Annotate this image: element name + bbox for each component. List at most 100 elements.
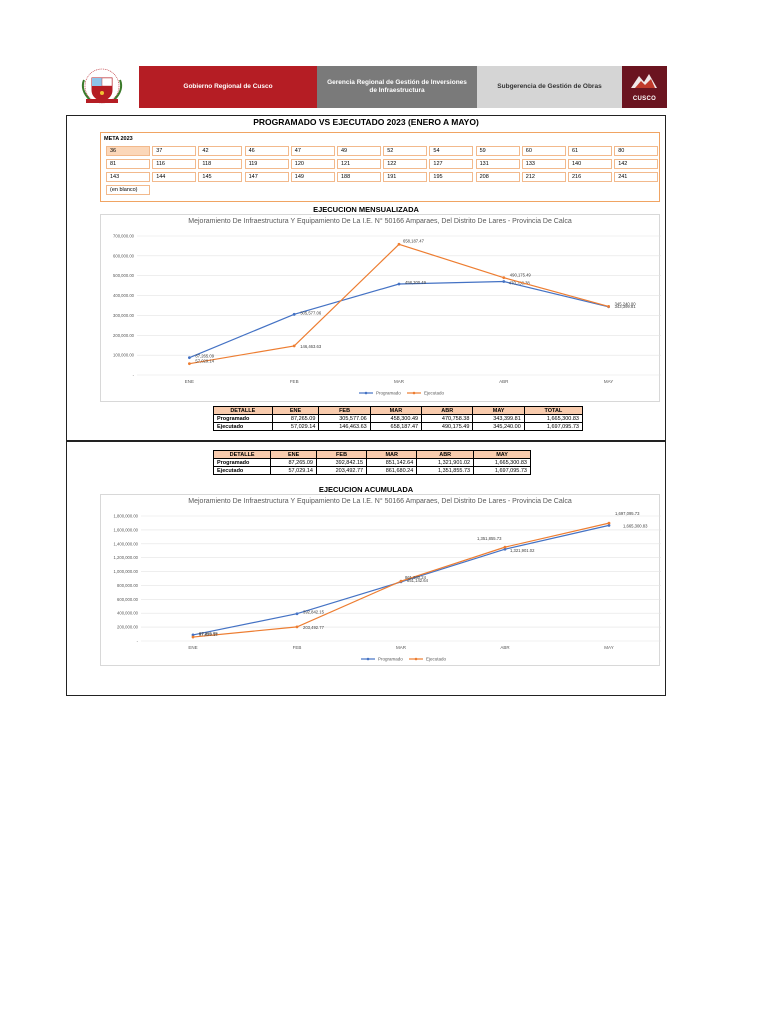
meta-item[interactable]: 188 xyxy=(337,172,381,182)
table-cell: 1,351,855.73 xyxy=(416,466,475,475)
meta-item[interactable]: 144 xyxy=(152,172,197,182)
meta-item[interactable]: 241 xyxy=(614,172,659,182)
section-heading-monthly: EJECUCION MENSUALIZADA xyxy=(313,205,419,214)
chart-title: Mejoramiento De Infraestructura Y Equipa… xyxy=(188,218,572,225)
meta-item[interactable]: 54 xyxy=(429,146,474,156)
series-line-programado xyxy=(189,280,609,359)
table-cell: 1,697,095.73 xyxy=(523,422,584,431)
meta-item[interactable]: 46 xyxy=(244,146,289,156)
meta-item[interactable]: 60 xyxy=(521,146,566,156)
meta-item[interactable]: 36 xyxy=(106,146,150,156)
table-header-cell: MAY xyxy=(473,450,531,459)
meta-item[interactable]: 80 xyxy=(614,146,659,156)
table-cell: 861,680.24 xyxy=(366,466,418,475)
x-tick-label: MAR xyxy=(394,379,405,384)
table-cell: 1,321,901.02 xyxy=(416,458,475,467)
x-tick-label: FEB xyxy=(290,379,299,384)
meta-item[interactable]: 191 xyxy=(383,172,428,182)
data-label: 146,463.63 xyxy=(300,344,322,349)
meta-item[interactable]: 122 xyxy=(383,159,428,169)
data-point xyxy=(292,312,296,316)
data-point xyxy=(191,633,195,637)
meta-item[interactable]: 127 xyxy=(429,159,474,169)
x-tick-label: MAR xyxy=(396,645,407,650)
data-label: 343,399.81 xyxy=(615,304,637,309)
table-header-cell: ENE xyxy=(271,406,320,415)
table-header-cell: MAR xyxy=(369,406,423,415)
meta-item[interactable]: 61 xyxy=(568,146,612,156)
data-point xyxy=(503,545,507,549)
meta-item[interactable]: 131 xyxy=(475,159,520,169)
header-gerencia: Gerencia Regional de Gestión de Inversio… xyxy=(317,66,477,108)
meta-item[interactable]: 81 xyxy=(106,159,150,169)
table-cell: 851,142.64 xyxy=(366,458,418,467)
meta-item[interactable]: 37 xyxy=(152,146,197,156)
meta-item[interactable]: 121 xyxy=(337,159,381,169)
meta-item[interactable]: 140 xyxy=(568,159,612,169)
chart-cumulative-svg: - 200,000.00 400,000.00 600,000.00 800,000.0… xyxy=(114,511,661,662)
table-row: Programado 87,265.09 392,842.15 851,142.64 1… xyxy=(212,458,531,467)
meta-item[interactable]: 42 xyxy=(198,146,243,156)
table-cell: 458,300.49 xyxy=(369,414,423,423)
meta-item[interactable]: 52 xyxy=(383,146,428,156)
meta-item[interactable]: 133 xyxy=(521,159,566,169)
data-label: 57,029.14 xyxy=(199,632,218,637)
header-org: Gobierno Regional de Cusco xyxy=(139,66,317,108)
table-cell: 392,842.15 xyxy=(315,458,368,467)
table-header-cell: MAY xyxy=(472,406,525,415)
x-tick-label: MAY xyxy=(604,379,613,384)
table-cell: Ejecutado xyxy=(213,422,273,431)
y-tick-label: - xyxy=(137,639,139,644)
meta-item[interactable]: 212 xyxy=(521,172,566,182)
table-header-cell: MAR xyxy=(366,450,418,459)
table-row: Programado 87,265.09 305,577.06 458,300.49 4… xyxy=(213,414,584,423)
table-cell: 87,265.09 xyxy=(271,414,320,423)
table-cell: Ejecutado xyxy=(212,466,272,475)
x-tick-label: ENE xyxy=(185,379,194,384)
meta-item[interactable]: 208 xyxy=(475,172,520,182)
x-tick-label: ENE xyxy=(188,645,197,650)
y-tick-label: 1,600,000.00 xyxy=(114,527,139,532)
meta-item[interactable]: 47 xyxy=(290,146,335,156)
table-cell: 1,697,095.73 xyxy=(473,466,531,475)
meta-item[interactable]: 195 xyxy=(429,172,474,182)
meta-item[interactable]: 216 xyxy=(568,172,612,182)
table-header-cell: ENE xyxy=(270,450,317,459)
table-cell: 658,187.47 xyxy=(369,422,423,431)
data-point xyxy=(397,242,401,246)
y-tick-label: 600,000.00 xyxy=(117,597,139,602)
table-cell: 57,029.14 xyxy=(271,422,320,431)
legend-label: Ejecutado xyxy=(426,657,447,662)
meta-item[interactable]: 59 xyxy=(475,146,520,156)
data-point xyxy=(607,305,610,308)
meta-item[interactable]: (en blanco) xyxy=(106,185,150,195)
meta-item[interactable]: 149 xyxy=(290,172,335,182)
data-label: 851,142.64 xyxy=(407,578,429,583)
chart-title: Mejoramiento De Infraestructura Y Equipa… xyxy=(188,498,572,505)
section-frame-cumulative xyxy=(66,441,666,696)
meta-item[interactable]: 116 xyxy=(152,159,197,169)
table-cell: Programado xyxy=(212,458,272,467)
table-cell: 1,665,300.83 xyxy=(473,458,531,467)
data-label: 658,187.47 xyxy=(403,238,425,243)
report-header: Gobierno Regional de Cusco Gerencia Regi… xyxy=(66,66,667,108)
meta-item[interactable]: 118 xyxy=(198,159,243,169)
data-point xyxy=(399,579,403,583)
data-label: 458,300.49 xyxy=(405,280,427,285)
y-tick-label: 200,000.00 xyxy=(113,333,135,338)
meta-item[interactable]: 143 xyxy=(106,172,150,182)
x-tick-label: ABR xyxy=(500,645,510,650)
meta-item[interactable]: 147 xyxy=(244,172,289,182)
table-cell: 470,758.38 xyxy=(421,414,474,423)
meta-item[interactable]: 120 xyxy=(290,159,335,169)
meta-item[interactable]: 49 xyxy=(337,146,381,156)
data-label: 470,758.38 xyxy=(509,281,531,286)
meta-item[interactable]: 119 xyxy=(244,159,289,169)
meta-item[interactable]: 145 xyxy=(198,172,243,182)
meta-item[interactable]: 142 xyxy=(614,159,659,169)
table-header-cell: ABR xyxy=(421,406,474,415)
table-cell: 87,265.09 xyxy=(270,458,317,467)
table-header-cell: TOTAL xyxy=(523,406,584,415)
y-tick-label: 800,000.00 xyxy=(117,583,139,588)
table-header-cell: ABR xyxy=(416,450,475,459)
